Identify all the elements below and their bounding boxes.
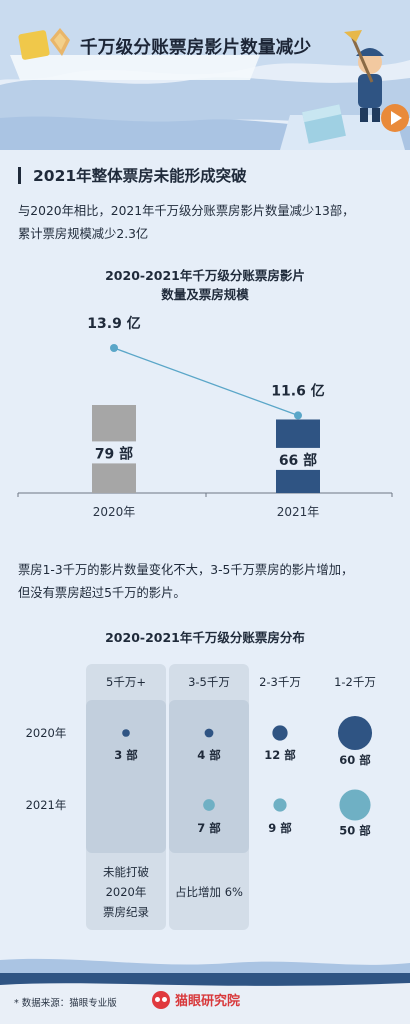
bubble-label: 7 部	[197, 821, 221, 835]
data-source-note: * 数据来源：猫眼专业版	[14, 998, 117, 1009]
bubble	[272, 725, 288, 741]
bubble	[204, 728, 214, 738]
intro-paragraph: 与2020年相比，2021年千万级分账票房影片数量减少13部， 累计票房规模减少…	[18, 200, 403, 246]
intro-line: 与2020年相比，2021年千万级分账票房影片数量减少13部，	[18, 204, 355, 218]
chart1-title-line: 2020-2021年千万级分账票房影片	[105, 268, 305, 283]
cat-eye-logo-icon	[152, 990, 170, 1009]
mascot-figure	[344, 30, 384, 122]
title-logo-icon	[18, 28, 70, 60]
row-label: 2020年	[26, 726, 67, 740]
section-heading-bar	[18, 166, 21, 184]
intro-line: 累计票房规模减少2.3亿	[18, 227, 149, 241]
bubble-label: 9 部	[268, 821, 292, 835]
bubble-label: 60 部	[339, 753, 371, 767]
column-header: 1-2千万	[334, 675, 376, 689]
column-header: 2-3千万	[259, 675, 301, 689]
note-text: 未能打破	[103, 865, 149, 879]
page-title: 千万级分账票房影片数量减少	[80, 38, 312, 58]
boxoffice-point	[110, 344, 118, 352]
bubble-label: 12 部	[264, 748, 296, 762]
footer-banner	[0, 955, 410, 1024]
chart2-bubble-grid: 5千万+ 3-5千万 2-3千万 1-2千万 2020年 2021年 3 部 4 部 12 部 6…	[26, 664, 376, 930]
column-panel-inner	[169, 700, 249, 853]
middle-paragraph: 票房1-3千万的影片数量变化不大，3-5千万票房的影片增加， 但没有票房超过5千…	[18, 559, 403, 605]
column-header: 3-5千万	[188, 675, 230, 689]
section-heading: 2021年整体票房未能形成突破	[18, 164, 247, 186]
chart1-bar-line: 79 部 2020年 66 部 2021年 13.9 亿 11.6 亿	[17, 315, 393, 519]
boxoffice-line	[113, 347, 299, 417]
x-tick-label: 2020年	[93, 505, 136, 519]
x-tick-label: 2021年	[277, 505, 320, 519]
row-label: 2021年	[26, 798, 67, 812]
count-bar-gap	[90, 441, 138, 464]
header-banner: 千万级分账票房影片数量减少	[0, 0, 410, 175]
header-illustration	[0, 0, 410, 175]
boxoffice-label: 11.6 亿	[271, 382, 324, 399]
count-label: 79 部	[95, 445, 133, 462]
note-text: 票房纪录	[103, 905, 149, 919]
column-panel-inner	[86, 700, 166, 853]
bubble	[339, 789, 371, 821]
bubble	[337, 715, 373, 751]
count-bar-gap	[274, 447, 322, 470]
bubble-label: 50 部	[339, 824, 371, 838]
footer-illustration	[0, 955, 410, 1024]
chart1-title: 2020-2021年千万级分账票房影片 数量及票房规模	[0, 266, 410, 304]
middle-line: 票房1-3千万的影片数量变化不大，3-5千万票房的影片增加，	[18, 563, 354, 577]
note-text: 占比增加 6%	[175, 885, 243, 899]
bubble	[122, 729, 130, 737]
chart2-title: 2020-2021年千万级分账票房分布	[105, 630, 305, 645]
chart1-title-line: 数量及票房规模	[161, 287, 249, 302]
bubble	[203, 799, 215, 811]
boxoffice-label: 13.9 亿	[87, 315, 140, 332]
brand: 猫眼研究院	[152, 990, 240, 1009]
brand-name: 猫眼研究院	[175, 994, 241, 1009]
bubble-label: 4 部	[197, 748, 221, 762]
bubble-label: 3 部	[114, 748, 138, 762]
column-header: 5千万+	[106, 675, 146, 689]
section-heading-text: 2021年整体票房未能形成突破	[33, 167, 247, 185]
bubble	[273, 798, 287, 812]
middle-line: 但没有票房超过5千万的影片。	[18, 586, 186, 600]
note-text: 2020年	[106, 885, 147, 899]
boxoffice-point	[294, 411, 302, 420]
count-label: 66 部	[279, 452, 317, 469]
